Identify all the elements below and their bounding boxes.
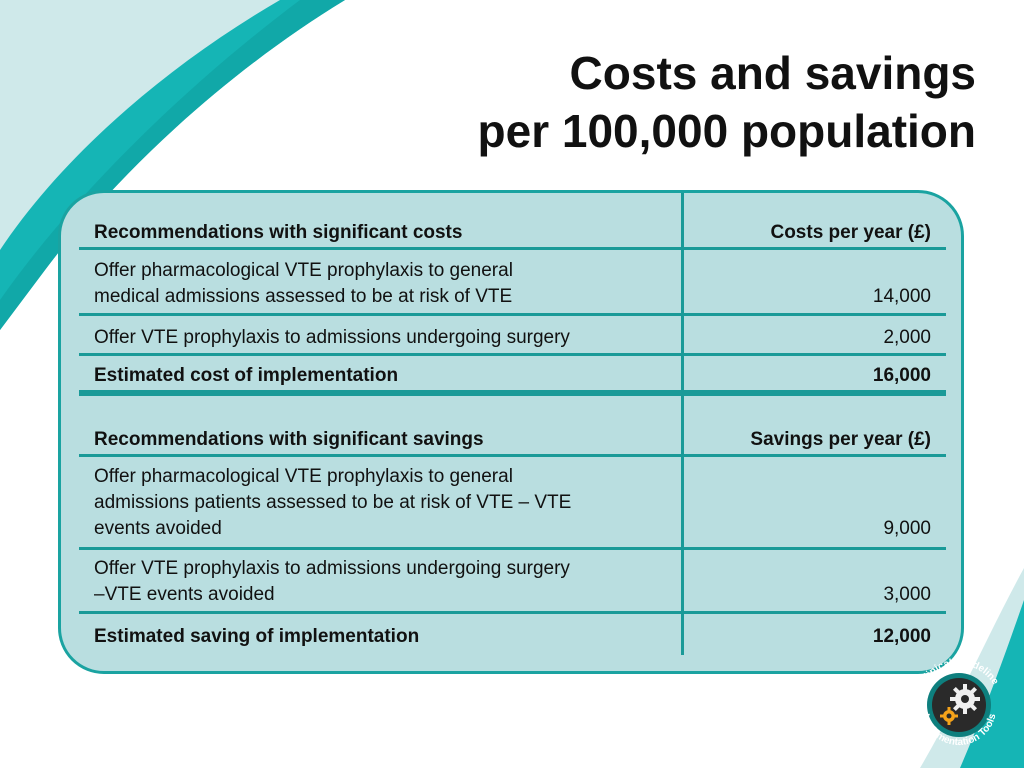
row-text: medical admissions assessed to be at ris…: [94, 286, 513, 307]
table-row: Offer VTE prophylaxis to admissions unde…: [94, 327, 570, 348]
divider: [79, 353, 946, 356]
section-divider: [79, 390, 946, 396]
clinical-guideline-logo: Clinical Guideline Implementation Tools: [918, 657, 1001, 748]
table-row: Offer VTE prophylaxis to admissions unde…: [94, 556, 570, 608]
row-value: 3,000: [883, 584, 931, 605]
title-line-2: per 100,000 population: [477, 105, 976, 157]
row-text: –VTE events avoided: [94, 584, 275, 605]
title-line-1: Costs and savings: [569, 47, 976, 99]
table-row: Offer pharmacological VTE prophylaxis to…: [94, 258, 513, 310]
savings-total-value: 12,000: [872, 626, 931, 647]
costs-total-value: 16,000: [872, 365, 931, 386]
row-text: Offer pharmacological VTE prophylaxis to…: [94, 260, 513, 281]
costs-total-label: Estimated cost of implementation: [94, 365, 399, 386]
savings-header-label: Recommendations with significant savings: [94, 429, 484, 450]
divider: [79, 313, 946, 316]
table-row: Offer pharmacological VTE prophylaxis to…: [94, 464, 571, 542]
divider: [79, 547, 946, 550]
divider: [79, 454, 946, 457]
small-gear-icon: [940, 707, 958, 725]
page-title: Costs and savings per 100,000 population: [478, 44, 976, 160]
row-text: Offer VTE prophylaxis to admissions unde…: [94, 558, 570, 579]
costs-savings-table: Recommendations with significant costs C…: [58, 190, 964, 674]
savings-total-label: Estimated saving of implementation: [94, 626, 420, 647]
divider: [79, 611, 946, 614]
divider: [79, 247, 946, 250]
costs-header-value: Costs per year (£): [770, 222, 931, 243]
costs-header-label: Recommendations with significant costs: [94, 222, 463, 243]
row-value: 2,000: [883, 327, 931, 348]
row-text: events avoided: [94, 518, 222, 539]
row-value: 14,000: [872, 286, 931, 307]
row-text: Offer pharmacological VTE prophylaxis to…: [94, 466, 513, 487]
savings-header-value: Savings per year (£): [750, 429, 931, 450]
column-divider: [681, 193, 684, 655]
row-value: 9,000: [883, 518, 931, 539]
gear-icon: [950, 684, 980, 714]
row-text: admissions patients assessed to be at ri…: [94, 492, 572, 513]
